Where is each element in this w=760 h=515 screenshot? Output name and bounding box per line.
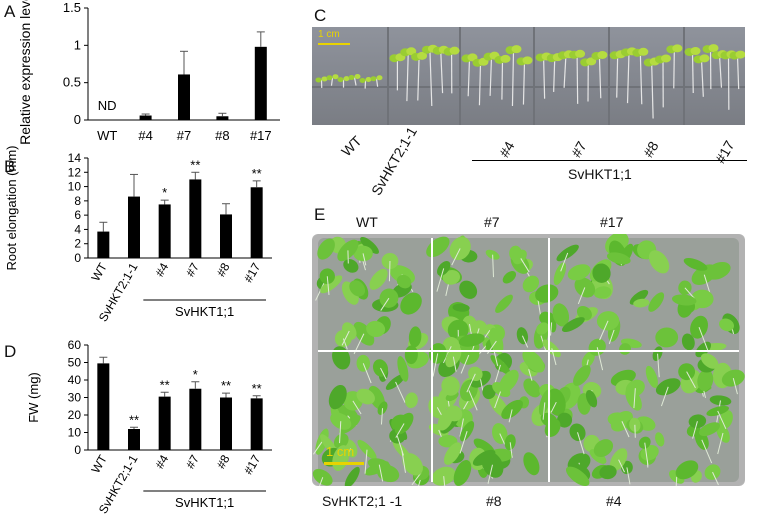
chart-b-y-tick-label: 10 <box>68 180 82 194</box>
chart-b-y-tick-label: 4 <box>74 222 81 236</box>
chart-b-category-label: #17 <box>241 260 263 285</box>
panel-letter-b: B <box>4 157 16 176</box>
chart-b-bar <box>158 204 171 258</box>
chart-d-y-tick-label: 50 <box>68 356 82 370</box>
photo-c-label-7: #7 <box>568 138 590 160</box>
photo-c-label-4: #4 <box>496 138 518 160</box>
chart-a-bar <box>139 115 152 120</box>
chart-a-category-label: #7 <box>177 128 191 143</box>
chart-a-bar <box>216 116 229 120</box>
expression-chart: 0 0.5 1 1.5 Relative expression levels ND WT #4… <box>17 0 280 145</box>
photo-e-top-label-wt: WT <box>356 214 378 230</box>
chart-d-bar <box>97 363 110 450</box>
chart-a-category-label: #4 <box>138 128 152 143</box>
chart-d-bar <box>250 398 263 450</box>
photo-c-label-8: #8 <box>640 138 662 160</box>
chart-d-annotation: * <box>193 367 198 382</box>
chart-b-y-tick-label: 6 <box>74 208 81 222</box>
chart-d-annotation: ** <box>160 377 170 392</box>
chart-b-category-label: #7 <box>183 260 202 279</box>
chart-d-annotation: ** <box>129 412 139 427</box>
chart-d-y-tick-label: 40 <box>68 373 82 387</box>
chart-b-bar <box>128 196 140 258</box>
photo-e-bottom-label-svhkt2: SvHKT2;1 -1 <box>322 493 403 509</box>
chart-b-y-tick-label: 2 <box>74 237 81 251</box>
chart-d-category-label: WT <box>88 452 110 476</box>
photo-c-group-line <box>472 160 747 161</box>
chart-b-y-axis-label: Root elongation (mm) <box>4 146 19 271</box>
chart-d-bar <box>128 429 140 450</box>
chart-d-y-tick-label: 60 <box>68 338 82 352</box>
seedling-photo-drawing <box>312 27 745 125</box>
scale-bar-c <box>318 43 350 45</box>
chart-b-y-tick-label: 12 <box>68 165 82 179</box>
chart-d-bar <box>220 397 232 450</box>
panel-letter-d: D <box>4 342 17 361</box>
chart-b-group-label: SvHKT1;1 <box>175 304 234 319</box>
chart-d-category-label: #7 <box>183 452 202 471</box>
chart-d-bar <box>189 388 202 450</box>
chart-a-bar <box>178 74 190 120</box>
panel-letter-c: C <box>314 6 327 25</box>
chart-d-bar <box>158 396 171 450</box>
chart-d-annotation: ** <box>252 381 262 396</box>
chart-b-category-label: #8 <box>214 260 233 279</box>
chart-d-y-axis-label: FW (mg) <box>26 372 41 423</box>
chart-b-y-tick-label: 8 <box>74 194 81 208</box>
seedling-photo-c: 1 cm <box>312 27 745 125</box>
plate-photo-e: 1 cm <box>312 234 745 486</box>
chart-b-bar <box>189 179 202 258</box>
chart-a-y-tick-label: 0 <box>74 112 81 127</box>
photo-c-label-svhkt2: SvHKT2;1-1 <box>368 123 420 198</box>
scale-bar-e <box>324 462 364 465</box>
chart-a-category-label: #8 <box>215 128 229 143</box>
chart-d-category-label: #8 <box>214 452 233 471</box>
chart-a-category-label: WT <box>97 128 117 143</box>
scale-label-c: 1 cm <box>318 29 340 40</box>
scale-label-e: 1 cm <box>326 444 355 459</box>
photo-c-label-17: #17 <box>712 137 738 166</box>
chart-d-y-tick-label: 30 <box>68 391 82 405</box>
chart-b-bar <box>220 214 232 258</box>
chart-b-y-tick-label: 0 <box>74 251 81 265</box>
chart-b-bar <box>97 231 110 258</box>
chart-d-group-label: SvHKT1;1 <box>175 495 234 510</box>
photo-e-bottom-label-8: #8 <box>486 493 502 509</box>
chart-b-category-label: #4 <box>152 260 171 279</box>
photo-e-bottom-label-4: #4 <box>606 493 622 509</box>
photo-e-top-label-17: #17 <box>600 214 624 230</box>
chart-a-bar <box>254 46 267 120</box>
chart-b-category-label: WT <box>88 260 110 284</box>
panel-letter-a: A <box>4 2 16 21</box>
chart-d-y-tick-label: 0 <box>74 443 81 457</box>
chart-d-y-tick-label: 20 <box>68 408 82 422</box>
chart-d-annotation: ** <box>221 378 231 393</box>
chart-d-category-label: #17 <box>241 452 263 477</box>
chart-b-annotation: ** <box>190 157 200 172</box>
panel-letter-e: E <box>314 205 326 224</box>
chart-d-y-tick-label: 10 <box>68 426 82 440</box>
photo-c-group-label: SvHKT1;1 <box>568 166 632 182</box>
chart-a-annotation: ND <box>98 98 117 113</box>
chart-b-y-tick-label: 14 <box>68 151 82 165</box>
chart-a-y-tick-label: 1.5 <box>63 0 81 15</box>
chart-a-y-tick-label: 0.5 <box>63 75 81 90</box>
chart-b-annotation: ** <box>252 166 262 181</box>
chart-b-bar <box>250 187 263 258</box>
chart-a-category-label: #17 <box>250 128 272 143</box>
photo-e-top-label-7: #7 <box>484 214 500 230</box>
photo-c-label-wt: WT <box>338 132 365 160</box>
chart-a-y-axis-label: Relative expression levels <box>17 0 33 145</box>
chart-d-category-label: #4 <box>152 452 171 471</box>
chart-b-annotation: * <box>162 185 167 200</box>
plate-photo-drawing <box>312 234 745 486</box>
chart-a-y-tick-label: 1 <box>74 37 81 52</box>
